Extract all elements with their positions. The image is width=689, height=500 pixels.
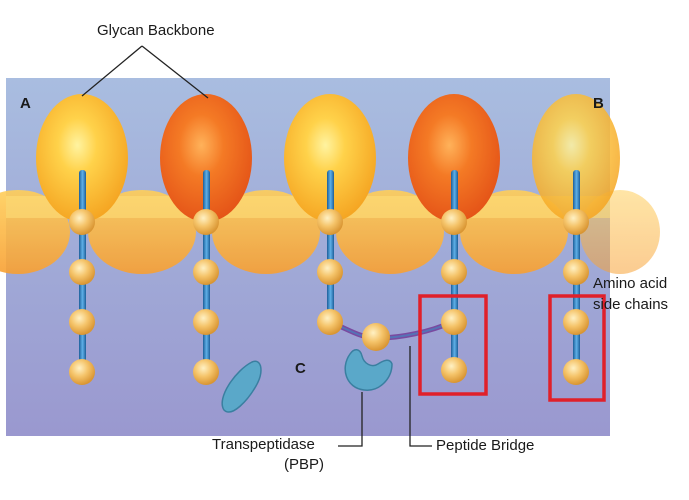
- amino-acid-label-line1: Amino acid: [593, 275, 668, 292]
- glycan-backbone-label: Glycan Backbone: [97, 22, 215, 39]
- panel-a-label: A: [20, 95, 31, 112]
- glycan-unit: [284, 94, 376, 222]
- pbp-free-shape: [221, 360, 262, 413]
- leader-lines: [81, 45, 432, 447]
- pbp-bound-shape: [344, 349, 393, 391]
- glycan-unit: [36, 94, 128, 222]
- glycan-front-row: [36, 94, 620, 222]
- amino-acid-balls: [69, 209, 589, 385]
- glycan-unit: [408, 94, 500, 222]
- highlight-box-uncrosslinked: [548, 294, 606, 402]
- amino-acid-label-line2: side chains: [593, 296, 669, 313]
- glycan-unit: [532, 94, 620, 222]
- transpeptidase-label-line1: Transpeptidase: [212, 436, 315, 453]
- panel-b-label: B: [593, 95, 604, 112]
- highlight-box-crosslinked: [418, 294, 488, 396]
- peptide-bridge-label: Peptide Bridge: [436, 437, 535, 454]
- panel-c-label: C: [295, 360, 306, 377]
- glycan-unit: [160, 94, 252, 222]
- transpeptidase-label-line2: (PBP): [284, 456, 325, 473]
